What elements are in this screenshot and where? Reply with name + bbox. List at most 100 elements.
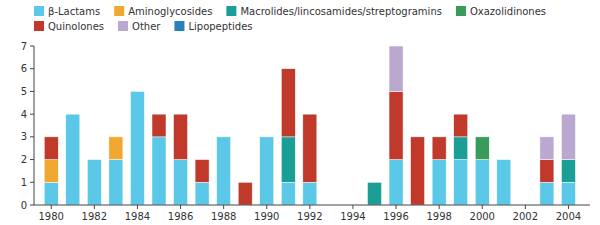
- bar-segment: [66, 114, 80, 115]
- bar-segment: [475, 136, 489, 137]
- bar-segment: [174, 114, 188, 159]
- y-axis: [34, 46, 35, 205]
- bar-segment: [432, 160, 446, 205]
- bar-segment: [130, 91, 144, 205]
- legend-item: Other: [118, 21, 161, 32]
- y-tick-label: 2: [21, 154, 27, 165]
- bar-segment: [540, 137, 554, 160]
- y-tick: [30, 68, 34, 69]
- chart: β-LactamsAminoglycosidesMacrolides/linco…: [0, 0, 600, 225]
- x-tick-label: 1990: [254, 211, 279, 222]
- bar-segment: [87, 159, 101, 160]
- bar-segment: [389, 160, 403, 205]
- bar-segment: [174, 114, 188, 115]
- bar-segment: [411, 137, 425, 205]
- bar-segment: [66, 114, 80, 115]
- x-tick: [94, 205, 95, 209]
- bar-segment: [367, 182, 381, 205]
- bar-segment: [66, 114, 80, 115]
- bar-segment: [130, 91, 144, 92]
- legend-swatch: [34, 6, 44, 16]
- bar-segment: [432, 136, 446, 137]
- bar-segment: [44, 136, 58, 137]
- legend-item: Macrolides/lincosamides/streptogramins: [226, 6, 442, 17]
- bar-segment: [44, 137, 58, 160]
- x-tick: [352, 205, 353, 209]
- x-tick: [180, 205, 181, 209]
- bar-segment: [540, 160, 554, 183]
- bar-segment: [87, 160, 101, 205]
- x-tick-label: 1996: [383, 211, 408, 222]
- y-tick: [30, 46, 34, 47]
- bar-segment: [44, 182, 58, 205]
- legend-item: Aminoglycosides: [114, 6, 212, 17]
- bar-segment: [281, 68, 295, 69]
- legend-label: Aminoglycosides: [128, 6, 212, 17]
- bar-segment: [195, 159, 209, 160]
- bar-segment: [260, 136, 274, 137]
- y-tick-label: 5: [21, 86, 27, 97]
- bar-segment: [367, 182, 381, 183]
- bar-segment: [109, 136, 123, 137]
- x-tick-label: 1986: [168, 211, 193, 222]
- bar-segment: [454, 114, 468, 137]
- bar-segment: [281, 182, 295, 205]
- x-tick: [482, 205, 483, 209]
- bar-segment: [217, 136, 231, 137]
- bar-segment: [217, 136, 231, 137]
- bar-segment: [497, 159, 511, 160]
- bar-segment: [260, 136, 274, 137]
- bar-segment: [497, 159, 511, 160]
- bar-segment: [87, 159, 101, 160]
- bar-segment: [130, 91, 144, 92]
- legend-label: Oxazolidinones: [470, 6, 546, 17]
- bar-segment: [561, 114, 575, 115]
- bar-segment: [260, 136, 274, 137]
- y-tick: [30, 182, 34, 183]
- bar-segment: [475, 136, 489, 137]
- bar-segment: [561, 182, 575, 205]
- bar-segment: [174, 160, 188, 205]
- bar-segment: [260, 137, 274, 205]
- x-tick: [309, 205, 310, 209]
- bar-segment: [217, 136, 231, 137]
- x-tick-label: 1994: [340, 211, 365, 222]
- bar-segment: [109, 136, 123, 137]
- y-tick-label: 0: [21, 200, 27, 211]
- y-tick: [30, 159, 34, 160]
- bar-segment: [475, 160, 489, 205]
- bar-segment: [281, 68, 295, 69]
- bar-segment: [217, 136, 231, 137]
- bar-segment: [497, 159, 511, 160]
- bars: [44, 46, 575, 205]
- y-tick: [30, 205, 34, 206]
- bar-segment: [152, 137, 166, 205]
- bar-segment: [66, 114, 80, 205]
- legend-swatch: [456, 6, 466, 16]
- x-tick: [568, 205, 569, 209]
- x-tick-label: 2000: [470, 211, 495, 222]
- bar-segment: [130, 91, 144, 92]
- legend-item: Lipopeptides: [174, 21, 252, 32]
- bar-segment: [475, 137, 489, 160]
- bar-segment: [87, 159, 101, 160]
- legend-swatch: [174, 21, 184, 31]
- legend-swatch: [114, 6, 124, 16]
- y-tick-label: 4: [21, 109, 27, 120]
- bar-segment: [389, 46, 403, 47]
- bar-segment: [497, 159, 511, 160]
- bar-segment: [217, 137, 231, 205]
- bar-segment: [367, 182, 381, 183]
- bar-segment: [389, 91, 403, 159]
- bar-segment: [217, 136, 231, 137]
- x-tick: [439, 205, 440, 209]
- bar-segment: [130, 91, 144, 92]
- x-tick: [396, 205, 397, 209]
- x-tick-label: 1998: [426, 211, 451, 222]
- bar-segment: [411, 136, 425, 137]
- bar-segment: [260, 136, 274, 137]
- y-tick-label: 6: [21, 63, 27, 74]
- bar-segment: [497, 159, 511, 160]
- legend-label: Quinolones: [48, 21, 104, 32]
- bar-segment: [497, 159, 511, 160]
